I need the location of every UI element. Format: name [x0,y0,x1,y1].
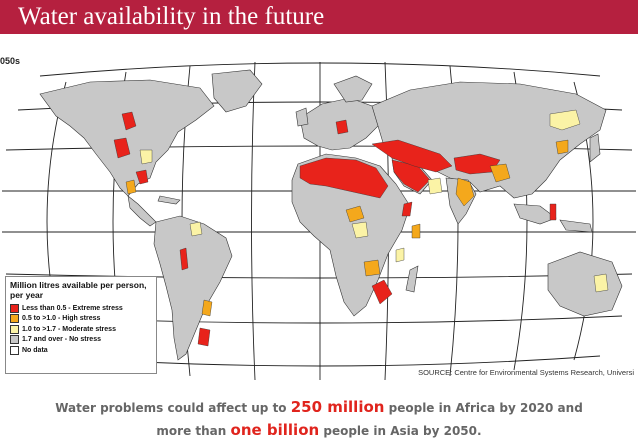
caption-highlight: one billion [230,421,320,439]
legend-label: Less than 0.5 - Extreme stress [22,304,123,312]
caption-highlight: 250 million [290,398,385,416]
legend-item-no-data: No data [10,345,152,356]
decade-label: 050s [0,56,21,66]
map-graphic [2,61,636,381]
extreme-stress-regions [113,111,557,347]
legend-swatch [10,303,19,313]
legend-swatch [10,345,19,355]
caption-line-2: more than one billion people in Asia by … [0,419,638,442]
legend-label: 0.5 to >1.0 - High stress [22,315,101,323]
map-legend: Million litres available per person, per… [5,276,157,374]
source-credit: SOURCE: Centre for Environmental Systems… [418,368,634,377]
page-title: Water availability in the future [18,3,325,30]
legend-title: Million litres available per person, per… [10,280,147,300]
world-map: 050s Million litres available per person… [0,54,638,384]
legend-swatch [10,335,19,345]
caption-text: people in Africa by 2020 and [384,401,583,415]
legend-item-extreme: Less than 0.5 - Extreme stress [10,303,152,314]
caption-line-1: Water problems could affect up to 250 mi… [0,396,638,419]
legend-item-moderate: 1.0 to >1.7 - Moderate stress [10,324,152,335]
legend-label: No data [22,346,48,354]
high-stress-regions [125,139,569,317]
legend-swatch [10,324,19,334]
legend-swatch [10,314,19,324]
caption-text: more than [156,424,231,438]
title-bar: Water availability in the future [0,0,638,34]
moderate-stress-regions [139,109,609,293]
caption-text: people in Asia by 2050. [319,424,482,438]
legend-item-high: 0.5 to >1.0 - High stress [10,314,152,325]
caption: Water problems could affect up to 250 mi… [0,396,638,442]
legend-item-none: 1.7 and over - No stress [10,335,152,346]
legend-label: 1.7 and over - No stress [22,336,101,344]
legend-label: 1.0 to >1.7 - Moderate stress [22,325,116,333]
caption-text: Water problems could affect up to [55,401,291,415]
